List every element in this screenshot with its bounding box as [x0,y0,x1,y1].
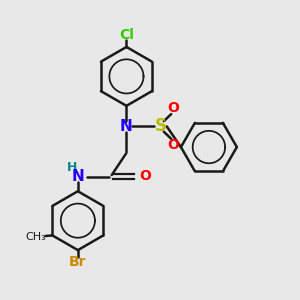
Text: H: H [68,160,78,174]
Text: S: S [154,117,166,135]
Text: N: N [120,119,133,134]
Text: O: O [139,169,151,184]
Text: N: N [71,169,84,184]
Text: Cl: Cl [119,28,134,42]
Text: CH₃: CH₃ [26,232,46,242]
Text: Br: Br [69,256,87,269]
Text: O: O [168,138,179,152]
Text: O: O [168,101,179,115]
